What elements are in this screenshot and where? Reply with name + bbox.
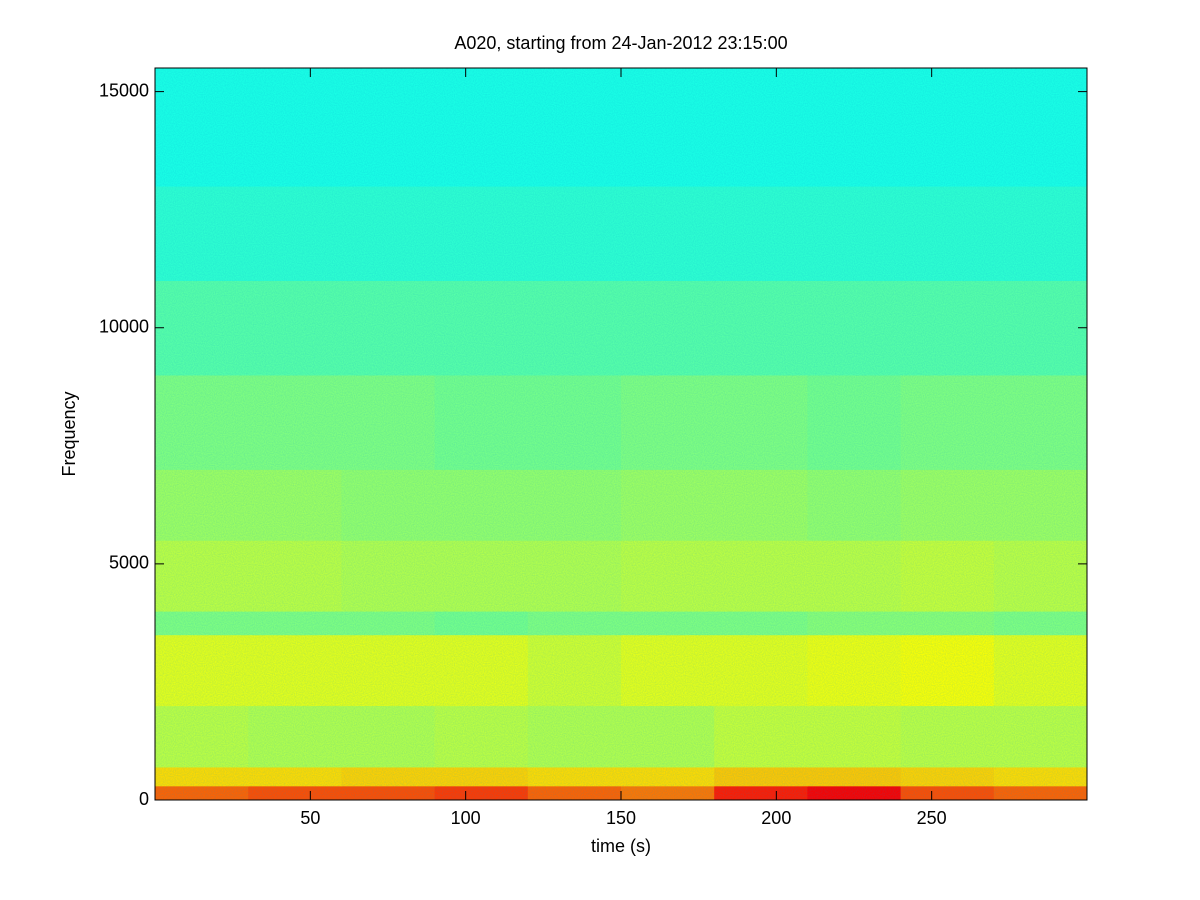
x-tick-label: 250 — [917, 808, 947, 828]
y-tick-label: 15000 — [99, 80, 149, 100]
y-tick-label: 10000 — [99, 316, 149, 336]
x-tick-label: 200 — [761, 808, 791, 828]
y-tick-label: 5000 — [109, 553, 149, 573]
chart-title: A020, starting from 24-Jan-2012 23:15:00 — [454, 33, 787, 53]
x-tick-label: 150 — [606, 808, 636, 828]
x-axis-label: time (s) — [591, 836, 651, 856]
y-axis-label: Frequency — [59, 391, 79, 476]
y-tick-label: 0 — [139, 789, 149, 809]
x-tick-label: 50 — [300, 808, 320, 828]
x-tick-label: 100 — [451, 808, 481, 828]
noise-texture — [155, 68, 1087, 800]
